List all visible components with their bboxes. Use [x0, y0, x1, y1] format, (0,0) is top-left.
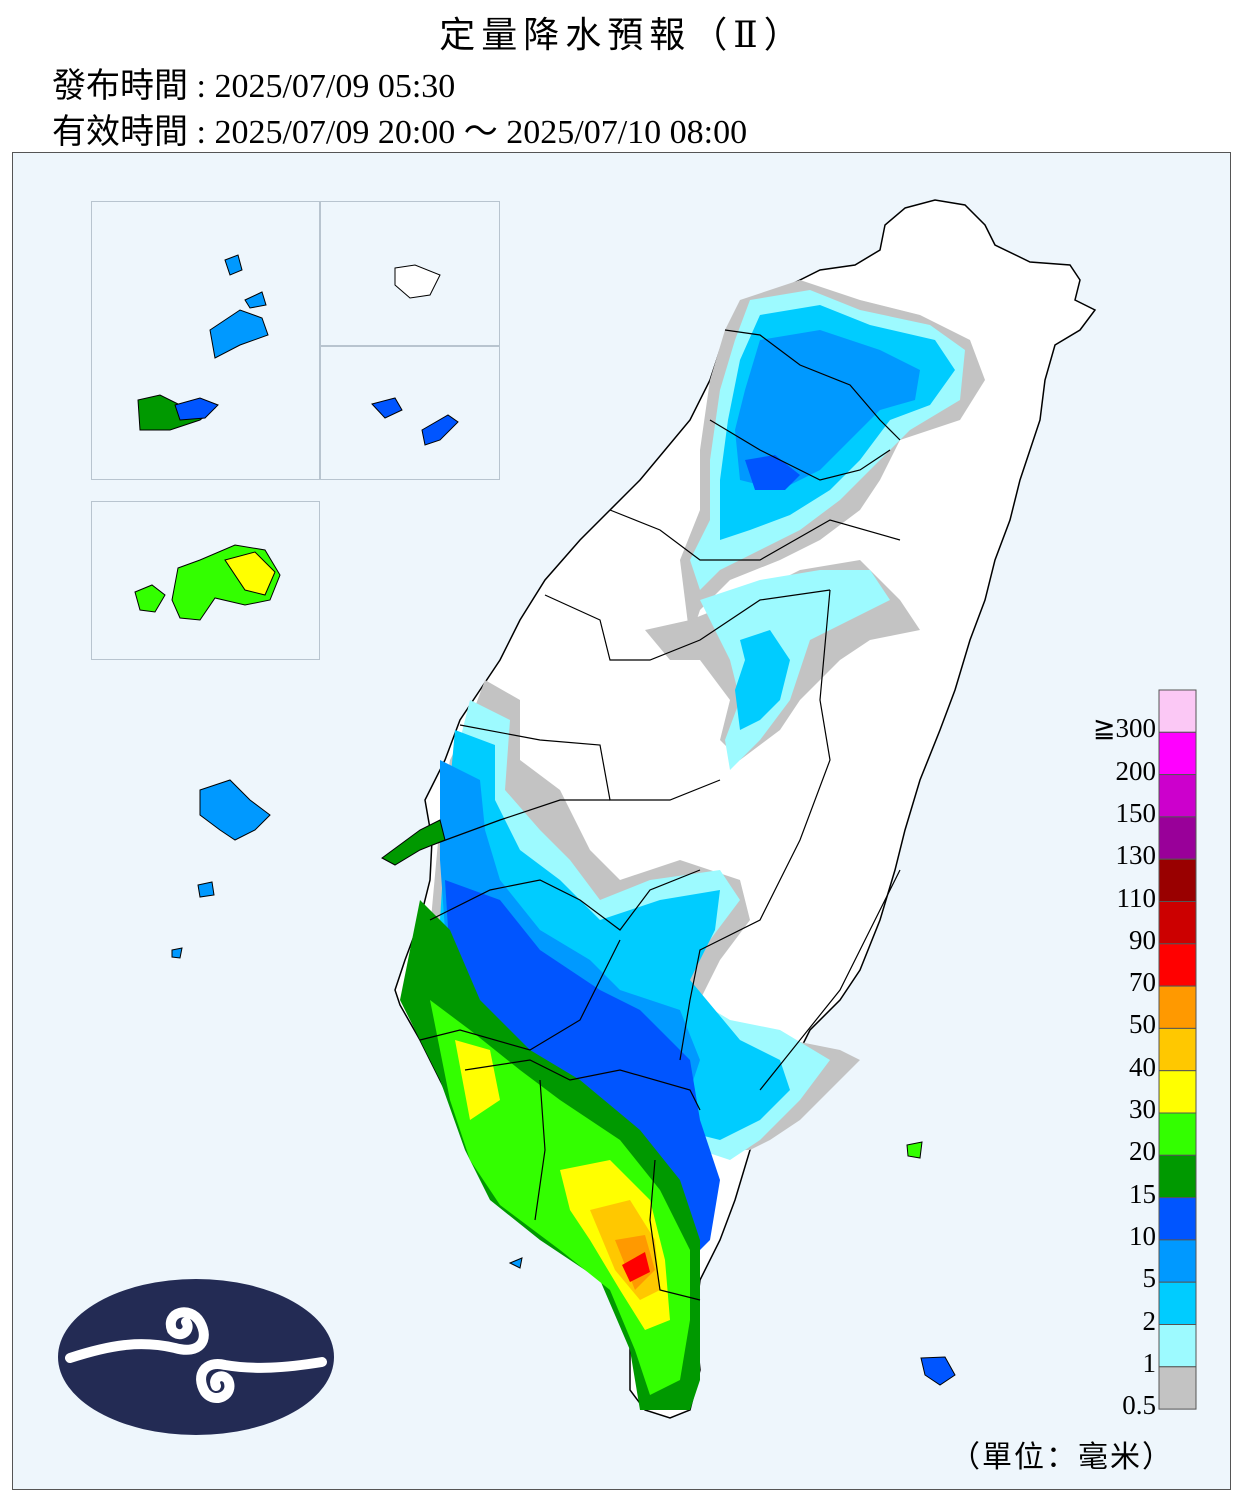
legend-label: 40: [1129, 1051, 1156, 1082]
legend-swatch: [1158, 985, 1197, 1029]
issue-time: 發布時間 : 2025/07/09 05:30: [52, 68, 456, 105]
legend-label: 0.5: [1122, 1390, 1156, 1421]
legend-swatch: [1158, 731, 1197, 776]
legend-label: 2: [1142, 1305, 1157, 1336]
lieyu-islands: [134, 544, 281, 621]
map-title: 定量降水預報（Ⅱ）: [439, 15, 806, 56]
orchid-island: [920, 1356, 956, 1386]
legend-label: 130: [1115, 840, 1157, 871]
wuqiu-island: [394, 264, 441, 299]
legend-label: ≧300: [1092, 713, 1156, 744]
legend-label: 10: [1129, 1220, 1156, 1251]
legend-swatch: [1158, 858, 1197, 903]
legend-label: 15: [1129, 1178, 1156, 1209]
legend-label: 5: [1142, 1263, 1157, 1294]
legend-swatch: [1158, 1070, 1197, 1114]
legend-label: 50: [1129, 1009, 1156, 1040]
legend-swatch: [1158, 1154, 1197, 1199]
legend-swatch: [1158, 901, 1197, 945]
inset-lieyu: [91, 501, 320, 660]
legend-unit: （單位：毫米）: [950, 1440, 1174, 1475]
liuqiu-island: [508, 1257, 523, 1269]
kinmen-islands: [371, 397, 459, 446]
legend-swatch: [1158, 1112, 1197, 1156]
legend-label: 150: [1115, 797, 1157, 828]
county-boundaries: [419, 329, 901, 1301]
legend-label: 1: [1142, 1347, 1157, 1378]
matsu-islands: [137, 254, 269, 431]
legend-swatch: [1158, 1197, 1197, 1241]
inset-kinmen: [320, 346, 500, 480]
cwa-logo-icon: [58, 1279, 334, 1435]
legend-label: 110: [1116, 882, 1157, 913]
legend-label: 70: [1129, 967, 1156, 998]
legend-swatch: [1158, 774, 1197, 818]
legend-swatch: [1158, 1324, 1197, 1368]
legend-label: 90: [1129, 924, 1156, 955]
legend-swatch: [1158, 1366, 1197, 1410]
legend-swatch: [1158, 1281, 1197, 1325]
valid-time: 有效時間 : 2025/07/09 20:00 ～ 2025/07/10 08:…: [52, 114, 748, 151]
legend-swatch: [1158, 1239, 1197, 1283]
penghu-island: [381, 819, 446, 866]
legend-swatch: [1158, 816, 1197, 860]
small-islands: [171, 779, 271, 959]
rain-area-2mm-central: [735, 630, 790, 730]
inset-matsu: [91, 201, 320, 480]
legend-label: 200: [1115, 755, 1157, 786]
legend-swatch: [1158, 943, 1197, 987]
legend-label: 20: [1129, 1136, 1156, 1167]
rain-area-70mm-south: [622, 1252, 650, 1282]
rain-area-5mm-north: [735, 330, 920, 490]
legend-color-bar: [1158, 689, 1197, 1410]
rain-area-10mm-north: [745, 455, 800, 490]
legend-swatch: [1158, 689, 1197, 733]
green-island: [906, 1141, 923, 1159]
legend-label: 30: [1129, 1094, 1156, 1124]
legend-swatch: [1158, 1027, 1197, 1072]
